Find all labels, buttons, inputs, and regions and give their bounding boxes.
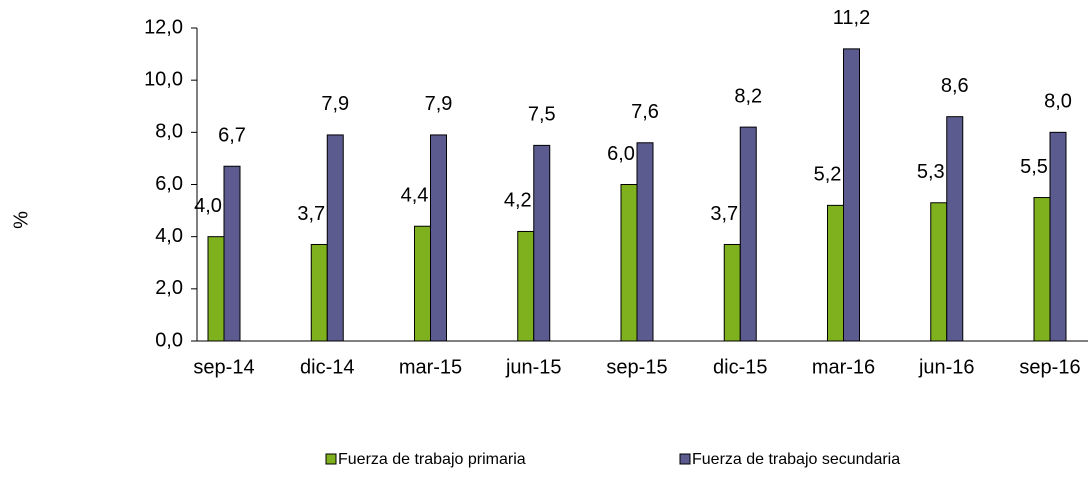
bar [326, 134, 344, 342]
y-tick-label: 12,0 [144, 16, 183, 38]
bar [223, 165, 241, 342]
x-tick-label: sep-14 [193, 356, 254, 378]
bar [430, 134, 447, 342]
x-tick-label: sep-16 [1019, 356, 1080, 378]
legend-swatch [325, 453, 337, 465]
x-tick-label: dic-15 [713, 356, 767, 378]
bar [207, 236, 225, 342]
value-label: 6,7 [218, 125, 246, 147]
value-label: 7,6 [631, 101, 659, 123]
value-label: 11,2 [833, 7, 870, 29]
value-label: 8,6 [941, 75, 969, 97]
y-tick-label: 2,0 [155, 277, 183, 299]
y-tick-label: 0,0 [155, 329, 183, 351]
bar [930, 202, 948, 342]
bar [636, 142, 654, 342]
x-tick-label: sep-15 [606, 356, 667, 378]
bar [310, 243, 328, 342]
value-label: 4,4 [401, 185, 429, 207]
value-label: 5,5 [1020, 156, 1048, 178]
y-tick-label: 6,0 [155, 173, 183, 195]
bar [723, 243, 741, 342]
legend-label: Fuerza de trabajo secundaria [692, 451, 900, 468]
y-tick-label: 8,0 [155, 121, 183, 143]
y-axis-label: % [10, 211, 32, 229]
bar [414, 225, 431, 342]
value-label: 7,9 [321, 93, 349, 115]
legend-swatch [679, 453, 691, 465]
bar [1049, 131, 1067, 342]
value-label: 4,0 [194, 195, 222, 217]
bar [946, 116, 964, 342]
value-label: 6,0 [607, 143, 635, 165]
bar [1033, 197, 1051, 342]
value-label: 8,2 [734, 85, 762, 107]
value-label: 5,2 [814, 164, 842, 186]
x-tick-label: jun-15 [505, 356, 562, 378]
y-tick-label: 10,0 [144, 68, 183, 90]
value-label: 4,2 [504, 190, 532, 212]
value-label: 5,3 [917, 161, 945, 183]
value-label: 3,7 [297, 203, 325, 225]
legend-label: Fuerza de trabajo primaria [338, 451, 526, 468]
value-label: 7,5 [528, 104, 556, 126]
bar [620, 184, 638, 342]
value-label: 8,0 [1044, 91, 1072, 113]
x-tick-label: dic-14 [300, 356, 354, 378]
y-tick-label: 4,0 [155, 225, 183, 247]
bar [843, 48, 860, 342]
bar [827, 204, 844, 342]
bar [739, 126, 757, 342]
x-tick-label: mar-16 [812, 356, 875, 378]
bar [517, 230, 535, 342]
value-label: 7,9 [425, 93, 453, 115]
bar [533, 144, 551, 342]
value-label: 3,7 [710, 203, 738, 225]
x-tick-label: jun-16 [918, 356, 975, 378]
x-tick-label: mar-15 [399, 356, 462, 378]
